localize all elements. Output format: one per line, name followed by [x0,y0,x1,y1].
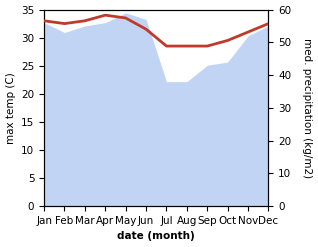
Y-axis label: med. precipitation (kg/m2): med. precipitation (kg/m2) [302,38,313,178]
X-axis label: date (month): date (month) [117,231,195,242]
Y-axis label: max temp (C): max temp (C) [5,72,16,144]
